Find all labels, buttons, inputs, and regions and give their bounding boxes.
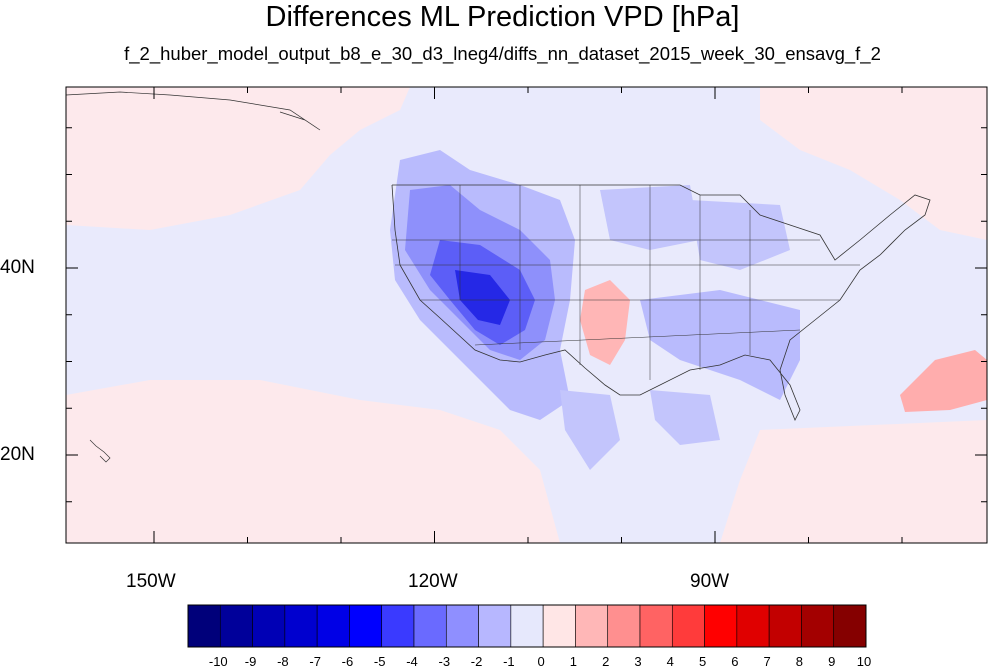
pink-zone-pacific-south bbox=[66, 380, 560, 543]
colorbar-tick-label: 7 bbox=[763, 654, 771, 669]
colorbar-tick-label: 0 bbox=[537, 654, 545, 669]
colorbar-tick-label: -7 bbox=[309, 654, 321, 669]
colorbar-tick-label: -1 bbox=[503, 654, 515, 669]
colorbar-tick-label: 9 bbox=[828, 654, 836, 669]
lon-tick-120w: 120W bbox=[408, 571, 458, 592]
colorbar-tick-label: 4 bbox=[666, 654, 674, 669]
map-field bbox=[66, 87, 987, 543]
pink-zone-east bbox=[760, 87, 987, 240]
colorbar-swatch bbox=[736, 604, 770, 648]
colorbar-tick-label: -2 bbox=[470, 654, 483, 669]
coastline-alaska bbox=[66, 91, 321, 131]
axis-ticks bbox=[66, 87, 987, 543]
blue-great-lakes bbox=[690, 200, 790, 270]
pink-zone-caribbean bbox=[720, 420, 987, 543]
red-atlantic bbox=[900, 350, 987, 412]
colorbar-frame bbox=[187, 604, 867, 648]
colorbar-tick-label: -3 bbox=[438, 654, 451, 669]
colorbar-swatch bbox=[381, 604, 415, 648]
coastline-usa bbox=[391, 184, 931, 421]
blue-mexico bbox=[560, 390, 620, 470]
colorbar-swatch bbox=[833, 604, 867, 648]
colorbar-swatch bbox=[768, 604, 802, 648]
colorbar-swatch bbox=[639, 604, 673, 648]
colorbar-tick-label: -4 bbox=[406, 654, 418, 669]
blue-east bbox=[640, 290, 800, 400]
lon-tick-90w: 90W bbox=[690, 571, 730, 592]
colorbar-tick-label: 6 bbox=[731, 654, 739, 669]
blue-gulf bbox=[650, 390, 720, 445]
colorbar-swatch bbox=[413, 604, 447, 648]
colorbar-swatch bbox=[252, 604, 286, 648]
colorbar-swatch bbox=[542, 604, 576, 648]
colorbar-swatch bbox=[478, 604, 512, 648]
colorbar-swatch bbox=[510, 604, 544, 648]
lat-tick-40n: 40N bbox=[0, 257, 35, 278]
chart-title: Differences ML Prediction VPD [hPa] bbox=[265, 1, 740, 33]
colorbar-swatch bbox=[284, 604, 318, 648]
colorbar-swatch bbox=[219, 604, 253, 648]
colorbar-tick-label: -10 bbox=[208, 654, 228, 669]
colorbar-swatch bbox=[801, 604, 835, 648]
colorbar-tick-label: 3 bbox=[634, 654, 642, 669]
colorbar-swatch bbox=[316, 604, 350, 648]
colorbar-swatch bbox=[607, 604, 641, 648]
colorbar-swatch bbox=[349, 604, 383, 648]
colorbar-swatch bbox=[575, 604, 609, 648]
colorbar bbox=[187, 604, 867, 648]
colorbar-tick-label: 2 bbox=[602, 654, 610, 669]
colorbar-swatch bbox=[445, 604, 479, 648]
colorbar-tick-label: 10 bbox=[856, 654, 872, 669]
state-borders bbox=[392, 185, 860, 380]
colorbar-swatch bbox=[671, 604, 705, 648]
lon-tick-150w: 150W bbox=[126, 571, 176, 592]
colorbar-tick-label: 5 bbox=[698, 654, 707, 669]
lat-tick-20n: 20N bbox=[0, 444, 35, 465]
colorbar-tick-label: 8 bbox=[795, 654, 804, 669]
red-southern-plains bbox=[580, 280, 630, 365]
chart-subtitle: f_2_huber_model_output_b8_e_30_d3_lneg4/… bbox=[124, 43, 881, 64]
colorbar-tick-label: -8 bbox=[277, 654, 289, 669]
colorbar-tick-label: 1 bbox=[569, 654, 578, 669]
pink-zone-pacific-north bbox=[66, 87, 410, 230]
colorbar-tick-label: -6 bbox=[341, 654, 354, 669]
colorbar-tick-label: -9 bbox=[244, 654, 257, 669]
coastline-hawaii bbox=[89, 439, 111, 463]
blue-west-deep bbox=[455, 270, 510, 325]
colorbar-swatch bbox=[187, 604, 221, 648]
colorbar-swatch bbox=[704, 604, 738, 648]
colorbar-tick-label: -5 bbox=[373, 654, 386, 669]
